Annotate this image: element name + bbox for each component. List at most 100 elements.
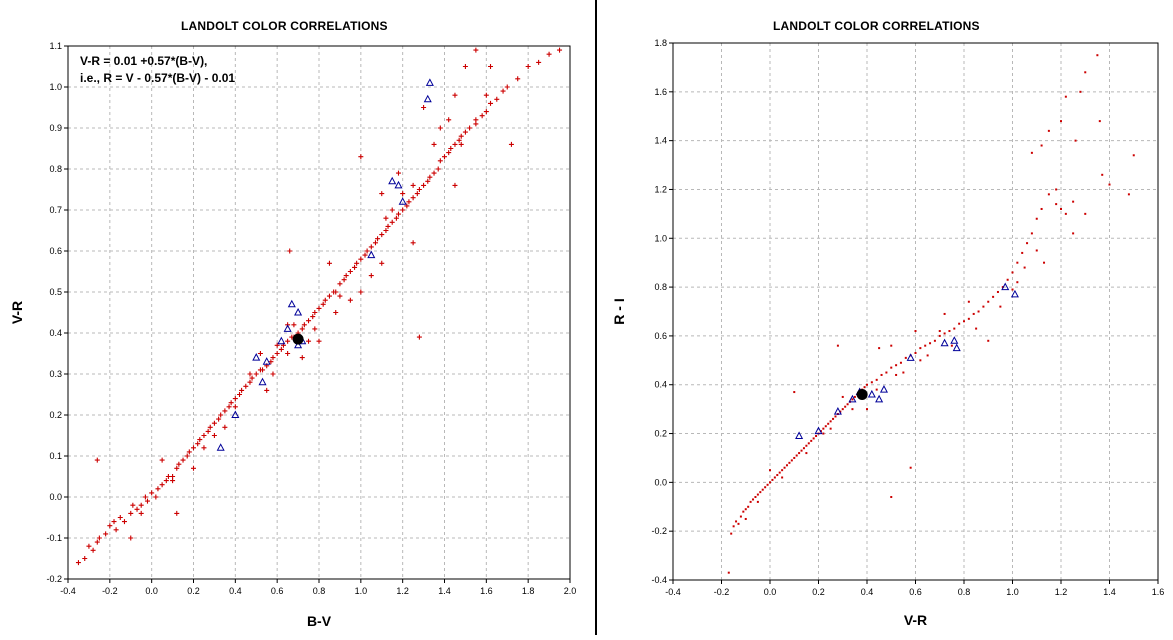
y-tick-label: 1.0 (49, 82, 62, 92)
data-point-standard (841, 395, 844, 398)
data-point-standard (226, 404, 232, 410)
panel-divider (595, 0, 597, 635)
data-point-standard (237, 392, 243, 397)
data-point-standard (943, 332, 946, 335)
y-tick-label: 0.6 (654, 331, 667, 341)
data-point-standard (766, 483, 769, 486)
data-point-standard (895, 364, 898, 367)
data-point-standard (1055, 203, 1058, 206)
data-point-standard (996, 290, 999, 293)
x-tick-label: 0.4 (229, 586, 242, 596)
data-point-standard (291, 322, 297, 328)
x-tick-label: -0.2 (714, 587, 730, 597)
data-point-program (252, 353, 261, 361)
data-point-program (1001, 282, 1010, 291)
data-point-standard (987, 339, 990, 342)
data-point-standard (1043, 261, 1046, 264)
data-point-standard (306, 318, 312, 324)
data-point-standard (379, 232, 385, 238)
data-point-standard (96, 535, 102, 541)
x-tick-label: 0.2 (812, 587, 825, 597)
data-point-standard (278, 346, 284, 352)
x-tick-label: -0.2 (102, 586, 118, 596)
y-tick-label: 0.2 (654, 429, 667, 439)
data-point-standard (776, 474, 779, 477)
data-point-standard (504, 84, 510, 90)
data-point-standard (400, 207, 406, 213)
data-point-standard (938, 334, 941, 337)
data-point-standard (452, 141, 458, 147)
data-point-standard (851, 398, 854, 401)
data-point-standard (117, 515, 123, 520)
data-point-standard (1098, 120, 1101, 123)
data-point-standard (1047, 193, 1050, 196)
data-point-standard (343, 273, 349, 279)
data-point-program (388, 176, 397, 185)
x-tick-label: 1.6 (480, 586, 493, 596)
data-point-standard (926, 354, 929, 357)
data-point-standard (191, 445, 196, 451)
data-point-standard (832, 417, 835, 420)
x-tick-label: -0.4 (60, 586, 76, 596)
data-point-standard (967, 317, 970, 320)
data-point-standard (456, 137, 462, 143)
data-point-standard (249, 375, 255, 381)
data-point-standard (834, 415, 837, 418)
data-point-standard (337, 281, 343, 287)
data-point-standard (880, 373, 883, 376)
data-point-standard (744, 517, 747, 520)
data-point-standard (128, 510, 134, 516)
data-point-standard (914, 330, 917, 333)
data-point-program (875, 394, 884, 403)
data-point-standard (322, 297, 328, 303)
data-point-standard (781, 476, 784, 479)
data-point-standard (500, 88, 506, 94)
x-tick-label: 0.0 (145, 586, 158, 596)
data-point-standard (948, 330, 951, 333)
data-point-standard (902, 371, 905, 374)
data-point-program (940, 338, 949, 347)
data-point-standard (914, 351, 917, 354)
data-point-standard (890, 366, 893, 369)
data-point-standard (352, 264, 358, 270)
data-point-standard (163, 478, 169, 484)
data-point-standard (836, 344, 839, 347)
data-point-standard (458, 133, 464, 139)
data-point-standard (810, 439, 813, 442)
data-point-standard (483, 92, 489, 98)
x-tick-label: 1.8 (522, 586, 535, 596)
data-point-standard (1060, 120, 1062, 123)
data-point-standard (805, 452, 808, 455)
data-point-standard (1084, 212, 1087, 215)
x-tick-label: 0.4 (861, 587, 874, 597)
data-point-standard (134, 506, 140, 512)
y-tick-label: 0.6 (49, 246, 62, 256)
x-tick-label: 0.2 (187, 586, 200, 596)
data-point-standard (1035, 217, 1038, 220)
data-point-standard (899, 361, 902, 364)
chart-right-plot: -0.4 -0.2 0.0 0.2 0.4 0.6 0.8 1.0 1.2 1.4 1.6 -0.4 -… (611, 38, 1164, 628)
data-point-standard (316, 338, 322, 344)
data-point-standard (274, 342, 280, 348)
data-point-standard (773, 476, 776, 479)
data-point-standard (310, 314, 316, 320)
data-point-standard (195, 441, 201, 447)
data-point-standard (1055, 188, 1058, 191)
data-point-standard (299, 326, 305, 332)
y-tick-label: -0.2 (46, 574, 62, 584)
data-point-standard (875, 378, 878, 381)
chart-title: LANDOLT COLOR CORRELATIONS (181, 19, 388, 33)
data-point-standard (1072, 232, 1075, 235)
x-tick-label: 1.0 (1006, 587, 1019, 597)
data-point-program (950, 336, 959, 344)
data-point-standard (216, 416, 222, 422)
chart-left-panel: LANDOLT COLOR CORRELATIONS -0.4 -0.2 0.0 0.… (9, 19, 576, 629)
data-point-standard (437, 158, 443, 164)
data-point-standard (1030, 151, 1033, 154)
data-point-standard (890, 344, 893, 347)
data-point-program (952, 343, 961, 352)
data-point-standard (170, 478, 176, 484)
data-point-standard (515, 76, 521, 82)
data-point-standard (798, 452, 801, 455)
data-point-standard (829, 427, 832, 430)
